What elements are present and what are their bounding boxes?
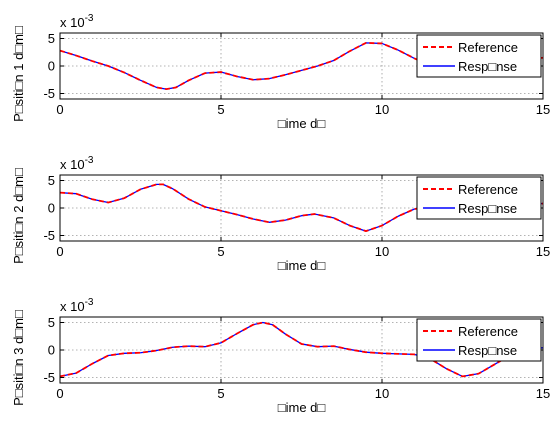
x-tick-label: 15 bbox=[536, 102, 550, 117]
y-tick-label: 0 bbox=[48, 201, 55, 216]
exponent-power: -3 bbox=[85, 297, 94, 308]
y-axis-label: P□siti□n 1 d□m□ bbox=[11, 26, 26, 122]
axis-exponent-label: x 10-3 bbox=[60, 13, 94, 30]
x-tick-label: 10 bbox=[375, 386, 389, 401]
x-axis-label: □ime d□ bbox=[278, 116, 326, 131]
x-tick-label: 5 bbox=[217, 244, 224, 259]
legend-label-reference: Reference bbox=[458, 40, 518, 55]
x-tick-label: 10 bbox=[375, 244, 389, 259]
legend-label-response: Resp□nse bbox=[458, 201, 517, 216]
legend: Reference Resp□nse bbox=[417, 319, 541, 361]
legend-label-response: Resp□nse bbox=[458, 59, 517, 74]
x-tick-label: 0 bbox=[56, 244, 63, 259]
legend: Reference Resp□nse bbox=[417, 177, 541, 219]
y-axis-label: P□siti□n 3 d□m□ bbox=[11, 310, 26, 406]
y-tick-label: -5 bbox=[43, 86, 55, 101]
x-axis-label: □ime d□ bbox=[278, 400, 326, 415]
exponent-power: -3 bbox=[85, 13, 94, 24]
x-tick-label: 15 bbox=[536, 244, 550, 259]
exponent-base: x 10 bbox=[60, 157, 85, 172]
y-axis-label: P□siti□n 2 d□m□ bbox=[11, 168, 26, 264]
x-tick-label: 0 bbox=[56, 386, 63, 401]
x-tick-label: 5 bbox=[217, 386, 224, 401]
legend-label-reference: Reference bbox=[458, 182, 518, 197]
axis-exponent-label: x 10-3 bbox=[60, 155, 94, 172]
x-axis-label: □ime d□ bbox=[278, 258, 326, 273]
y-tick-label: -5 bbox=[43, 370, 55, 385]
legend: Reference Resp□nse bbox=[417, 35, 541, 77]
legend-label-response: Resp□nse bbox=[458, 343, 517, 358]
x-tick-label: 5 bbox=[217, 102, 224, 117]
y-tick-label: 5 bbox=[48, 173, 55, 188]
x-tick-label: 10 bbox=[375, 102, 389, 117]
x-tick-label: 0 bbox=[56, 102, 63, 117]
y-tick-label: 5 bbox=[48, 31, 55, 46]
legend-label-reference: Reference bbox=[458, 324, 518, 339]
axis-exponent-label: x 10-3 bbox=[60, 297, 94, 314]
y-tick-label: 5 bbox=[48, 315, 55, 330]
exponent-base: x 10 bbox=[60, 299, 85, 314]
exponent-power: -3 bbox=[85, 155, 94, 166]
y-tick-label: 0 bbox=[48, 59, 55, 74]
x-tick-label: 15 bbox=[536, 386, 550, 401]
y-tick-label: 0 bbox=[48, 343, 55, 358]
y-tick-label: -5 bbox=[43, 228, 55, 243]
exponent-base: x 10 bbox=[60, 15, 85, 30]
